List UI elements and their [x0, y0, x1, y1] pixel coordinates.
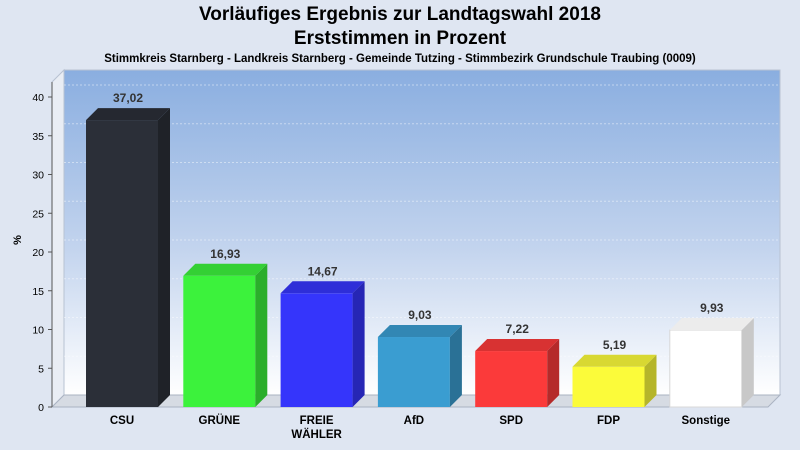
chart-title: Vorläufiges Ergebnis zur Landtagswahl 20… — [199, 4, 601, 25]
data-label: 16,93 — [210, 247, 240, 261]
y-tick-label: 20 — [32, 247, 44, 259]
data-label: 5,19 — [603, 338, 627, 352]
bar-side — [352, 281, 365, 407]
x-tick-label: CSU — [110, 415, 134, 427]
chart-subtitle: Erststimmen in Prozent — [293, 28, 507, 49]
bar-side — [255, 263, 268, 407]
bar-side — [547, 339, 560, 407]
bar — [377, 337, 450, 407]
bar-top — [280, 281, 365, 294]
bar-side — [158, 108, 170, 407]
x-tick-label: FREIE WÄHLER — [291, 415, 342, 441]
bar — [183, 275, 256, 407]
data-label: 7,22 — [506, 322, 530, 336]
x-tick-label: FDP — [597, 415, 620, 427]
data-label: 14,67 — [308, 264, 338, 278]
bar — [572, 366, 645, 407]
y-tick-label: 40 — [32, 92, 44, 104]
bar-top — [572, 354, 657, 367]
plot-side-wall — [51, 68, 65, 409]
x-tick-label: GRÜNE — [199, 414, 241, 427]
bar-top — [475, 339, 560, 352]
bar-top — [377, 325, 462, 338]
bar — [280, 293, 353, 407]
bar-top — [183, 263, 268, 276]
bar-top — [669, 318, 754, 331]
y-axis-label: % — [12, 235, 24, 245]
bar — [86, 120, 158, 407]
y-tick-label: 35 — [32, 131, 44, 143]
bar-side — [741, 318, 754, 407]
data-label: 9,93 — [700, 301, 724, 315]
data-label: 37,02 — [113, 91, 143, 105]
y-tick-label: 30 — [32, 170, 44, 182]
x-tick-label: Sonstige — [682, 415, 731, 427]
y-tick-label: 0 — [38, 402, 44, 414]
bar — [669, 329, 743, 408]
data-label: 9,03 — [408, 308, 432, 322]
y-tick-label: 15 — [32, 286, 44, 298]
y-tick-label: 10 — [32, 325, 44, 337]
bar — [475, 351, 548, 407]
bar-top — [86, 108, 170, 121]
bar-side — [644, 354, 657, 407]
x-tick-label: SPD — [499, 415, 523, 427]
chart-caption: Stimmkreis Starnberg - Landkreis Starnbe… — [104, 53, 696, 65]
y-tick-label: 5 — [38, 363, 44, 375]
y-tick-label: 25 — [32, 208, 44, 220]
bar-side — [449, 325, 462, 407]
x-tick-label: AfD — [404, 415, 424, 427]
